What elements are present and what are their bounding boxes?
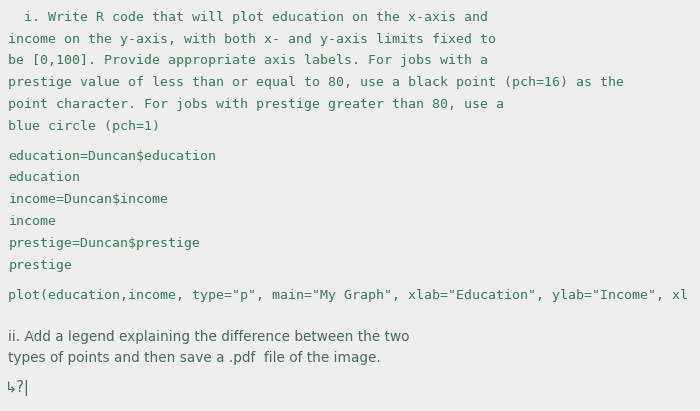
- Text: income=Duncan$income: income=Duncan$income: [8, 193, 169, 206]
- Text: prestige=Duncan$prestige: prestige=Duncan$prestige: [8, 237, 200, 250]
- Text: prestige value of less than or equal to 80, use a black point (pch=16) as the: prestige value of less than or equal to …: [8, 76, 624, 89]
- Text: income on the y-axis, with both x- and y-axis limits fixed to: income on the y-axis, with both x- and y…: [8, 32, 496, 46]
- Text: plot(education,income, type="p", main="My Graph", xlab="Education", ylab="Income: plot(education,income, type="p", main="M…: [8, 289, 688, 302]
- Text: education: education: [8, 171, 81, 185]
- Text: education=Duncan$education: education=Duncan$education: [8, 150, 216, 163]
- Text: ii. Add a legend explaining the difference between the two: ii. Add a legend explaining the differen…: [8, 330, 410, 344]
- Text: point character. For jobs with prestige greater than 80, use a: point character. For jobs with prestige …: [8, 98, 505, 111]
- Text: be [0,100]. Provide appropriate axis labels. For jobs with a: be [0,100]. Provide appropriate axis lab…: [8, 54, 489, 67]
- Text: blue circle (pch=1): blue circle (pch=1): [8, 120, 160, 133]
- Text: income: income: [8, 215, 57, 228]
- Text: ↳?|: ↳?|: [5, 381, 30, 396]
- Text: prestige: prestige: [8, 259, 72, 272]
- Text: types of points and then save a .pdf  file of the image.: types of points and then save a .pdf fil…: [8, 351, 381, 365]
- Text: i. Write R code that will plot education on the x-axis and: i. Write R code that will plot education…: [8, 11, 489, 24]
